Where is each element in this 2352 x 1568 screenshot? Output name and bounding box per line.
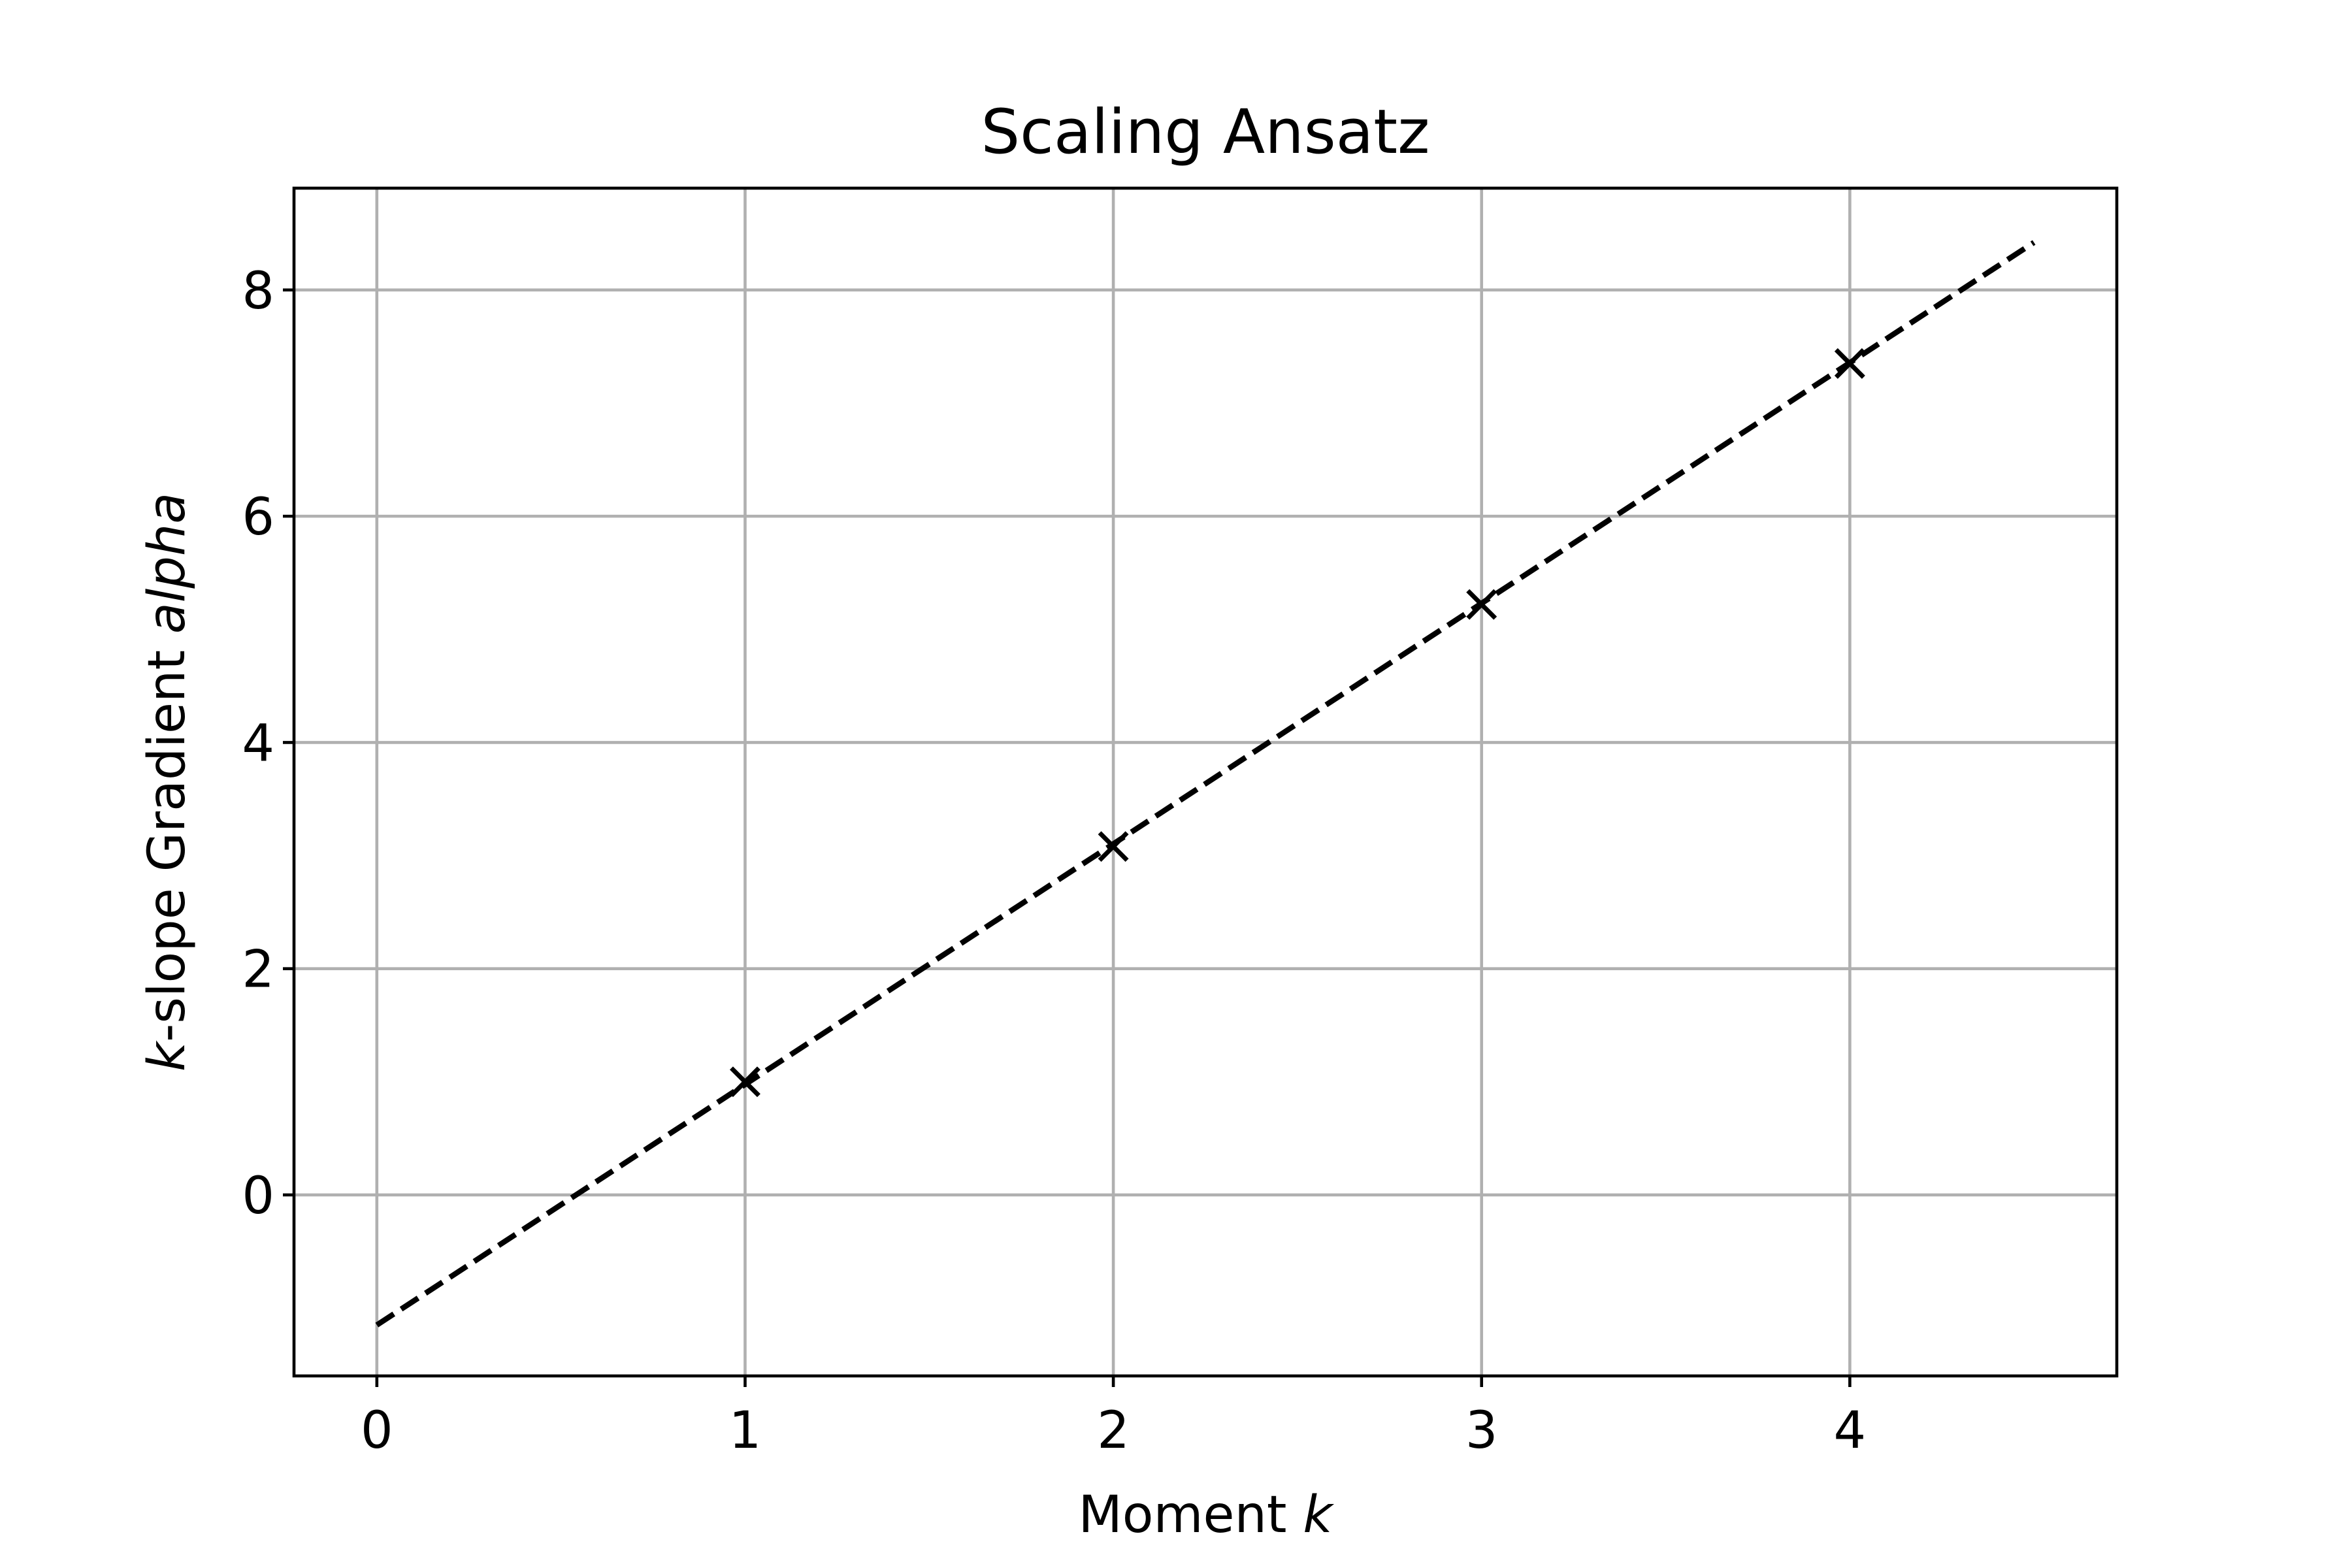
chart-title: Scaling Ansatz xyxy=(981,97,1430,168)
fit-line-layer xyxy=(375,240,2036,1328)
data-point xyxy=(1098,831,1129,862)
marker-layer xyxy=(729,348,1865,1098)
data-point xyxy=(1466,589,1497,620)
dashed-fit-line xyxy=(375,240,2036,1328)
data-point xyxy=(729,1066,760,1098)
x-tick-label: 0 xyxy=(361,1401,393,1460)
y-tick-label: 6 xyxy=(242,488,274,547)
y-tick-label: 8 xyxy=(242,262,274,321)
y-axis-label: k-slope Gradient alpha xyxy=(138,493,197,1071)
x-tick-label: 1 xyxy=(729,1401,762,1460)
y-tick-label: 4 xyxy=(242,714,274,773)
x-tick-label: 2 xyxy=(1097,1401,1130,1460)
x-tick-label: 3 xyxy=(1465,1401,1498,1460)
ticks: 0 1 2 3 4 0 2 4 6 8 xyxy=(242,262,1866,1460)
y-tick-label: 0 xyxy=(242,1167,274,1226)
grid xyxy=(294,188,2117,1376)
x-tick-label: 4 xyxy=(1834,1401,1867,1460)
x-axis-label: Moment k xyxy=(1079,1486,1335,1544)
data-point xyxy=(1834,348,1865,379)
y-tick-label: 2 xyxy=(242,941,274,1000)
plot-frame xyxy=(292,186,2119,1378)
